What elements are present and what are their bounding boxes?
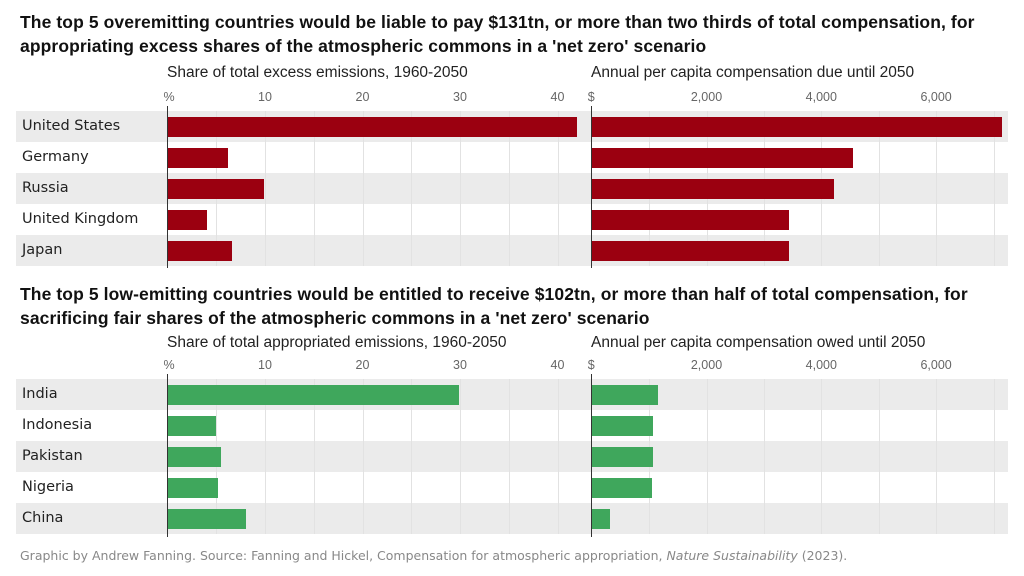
gridline: [936, 111, 938, 266]
footer-journal: Nature Sustainability: [666, 548, 798, 563]
footer-prefix: Graphic by Andrew Fanning. Source: Fanni…: [20, 548, 667, 563]
gridline: [362, 111, 364, 266]
bar-japan: [591, 240, 789, 261]
row-band: [16, 173, 1008, 204]
zero-axis-line: [590, 106, 593, 268]
bar-united-kingdom: [167, 209, 208, 230]
gridline: [706, 379, 708, 534]
gridline: [460, 111, 461, 266]
tick-label: 10: [258, 358, 272, 372]
bar-china: [167, 508, 246, 529]
footer-suffix: (2023).: [797, 548, 848, 563]
row-band: [16, 441, 1008, 472]
row-band: [16, 503, 1008, 534]
gridline: [557, 111, 559, 266]
row-band: [16, 379, 1008, 410]
gridline: [313, 111, 315, 266]
category-label: Russia: [22, 180, 69, 196]
bar-nigeria: [167, 477, 219, 498]
section-2-left-subtitle: Share of total appropriated emissions, 1…: [167, 334, 507, 351]
gridline: [265, 379, 266, 534]
zero-axis-line: [590, 374, 593, 537]
category-label: Nigeria: [22, 479, 74, 495]
bar-india: [167, 384, 460, 405]
row-band: [16, 410, 1008, 441]
row-band: [16, 204, 1008, 235]
bar-india: [591, 384, 659, 405]
tick-label: 30: [453, 358, 467, 372]
bar-japan: [167, 240, 232, 261]
bar-pakistan: [591, 446, 654, 467]
category-label: United States: [22, 118, 121, 134]
bar-germany: [167, 147, 228, 168]
bar-united-states: [167, 116, 577, 137]
gridline: [313, 379, 315, 534]
bar-united-kingdom: [591, 209, 790, 230]
category-label: China: [22, 510, 64, 526]
zero-axis-line: [166, 374, 169, 537]
category-label: Germany: [22, 149, 89, 165]
tick-label: 10: [258, 90, 272, 104]
gridline: [878, 111, 880, 266]
section-2-title: The top 5 low-emitting countries would b…: [20, 284, 968, 328]
zero-axis-line: [166, 106, 169, 268]
gridline: [508, 379, 510, 534]
bar-germany: [591, 147, 853, 168]
gridline: [993, 379, 995, 534]
axis-unit-label: $: [587, 358, 595, 372]
tick-label: 6,000: [920, 90, 952, 104]
tick-label: 20: [355, 358, 370, 372]
source-footer: Graphic by Andrew Fanning. Source: Fanni…: [20, 548, 847, 563]
gridline: [362, 379, 364, 534]
bar-indonesia: [591, 415, 654, 436]
tick-label: 2,000: [690, 90, 723, 104]
tick-label: 2,000: [690, 358, 723, 372]
gridline: [993, 111, 995, 266]
category-label: Pakistan: [22, 448, 83, 464]
gridline: [763, 379, 765, 534]
row-band: [16, 472, 1008, 503]
gridline: [878, 379, 880, 534]
gridline: [411, 379, 413, 534]
gridline: [460, 379, 461, 534]
row-band: [16, 142, 1008, 173]
gridline: [508, 111, 510, 266]
tick-label: 4,000: [805, 358, 837, 372]
tick-label: 40: [550, 90, 565, 104]
row-band: [16, 235, 1008, 266]
tick-label: 20: [355, 90, 370, 104]
bar-united-states: [591, 116, 1003, 137]
gridline: [265, 111, 266, 266]
section-1-left-subtitle: Share of total excess emissions, 1960-20…: [167, 64, 468, 81]
section-1-right-subtitle: Annual per capita compensation due until…: [591, 64, 915, 81]
gridline: [821, 379, 823, 534]
gridline: [936, 379, 938, 534]
bar-indonesia: [167, 415, 217, 436]
tick-label: 30: [453, 90, 467, 104]
gridline: [411, 111, 413, 266]
tick-label: 4,000: [805, 90, 837, 104]
bar-russia: [167, 178, 265, 199]
axis-unit-label: $: [587, 90, 595, 104]
bar-russia: [591, 178, 834, 199]
gridline: [557, 379, 559, 534]
category-label: Japan: [22, 242, 63, 258]
category-label: United Kingdom: [22, 211, 139, 227]
category-label: India: [22, 386, 58, 402]
bar-china: [591, 508, 611, 529]
axis-unit-label: %: [163, 358, 175, 372]
section-2-right-subtitle: Annual per capita compensation owed unti…: [591, 334, 926, 351]
section-1-title: The top 5 overemitting countries would b…: [20, 12, 975, 56]
category-label: Indonesia: [22, 417, 93, 433]
axis-unit-label: %: [163, 90, 175, 104]
bar-nigeria: [591, 477, 652, 498]
tick-label: 40: [550, 358, 565, 372]
bar-pakistan: [167, 446, 222, 467]
tick-label: 6,000: [920, 358, 952, 372]
